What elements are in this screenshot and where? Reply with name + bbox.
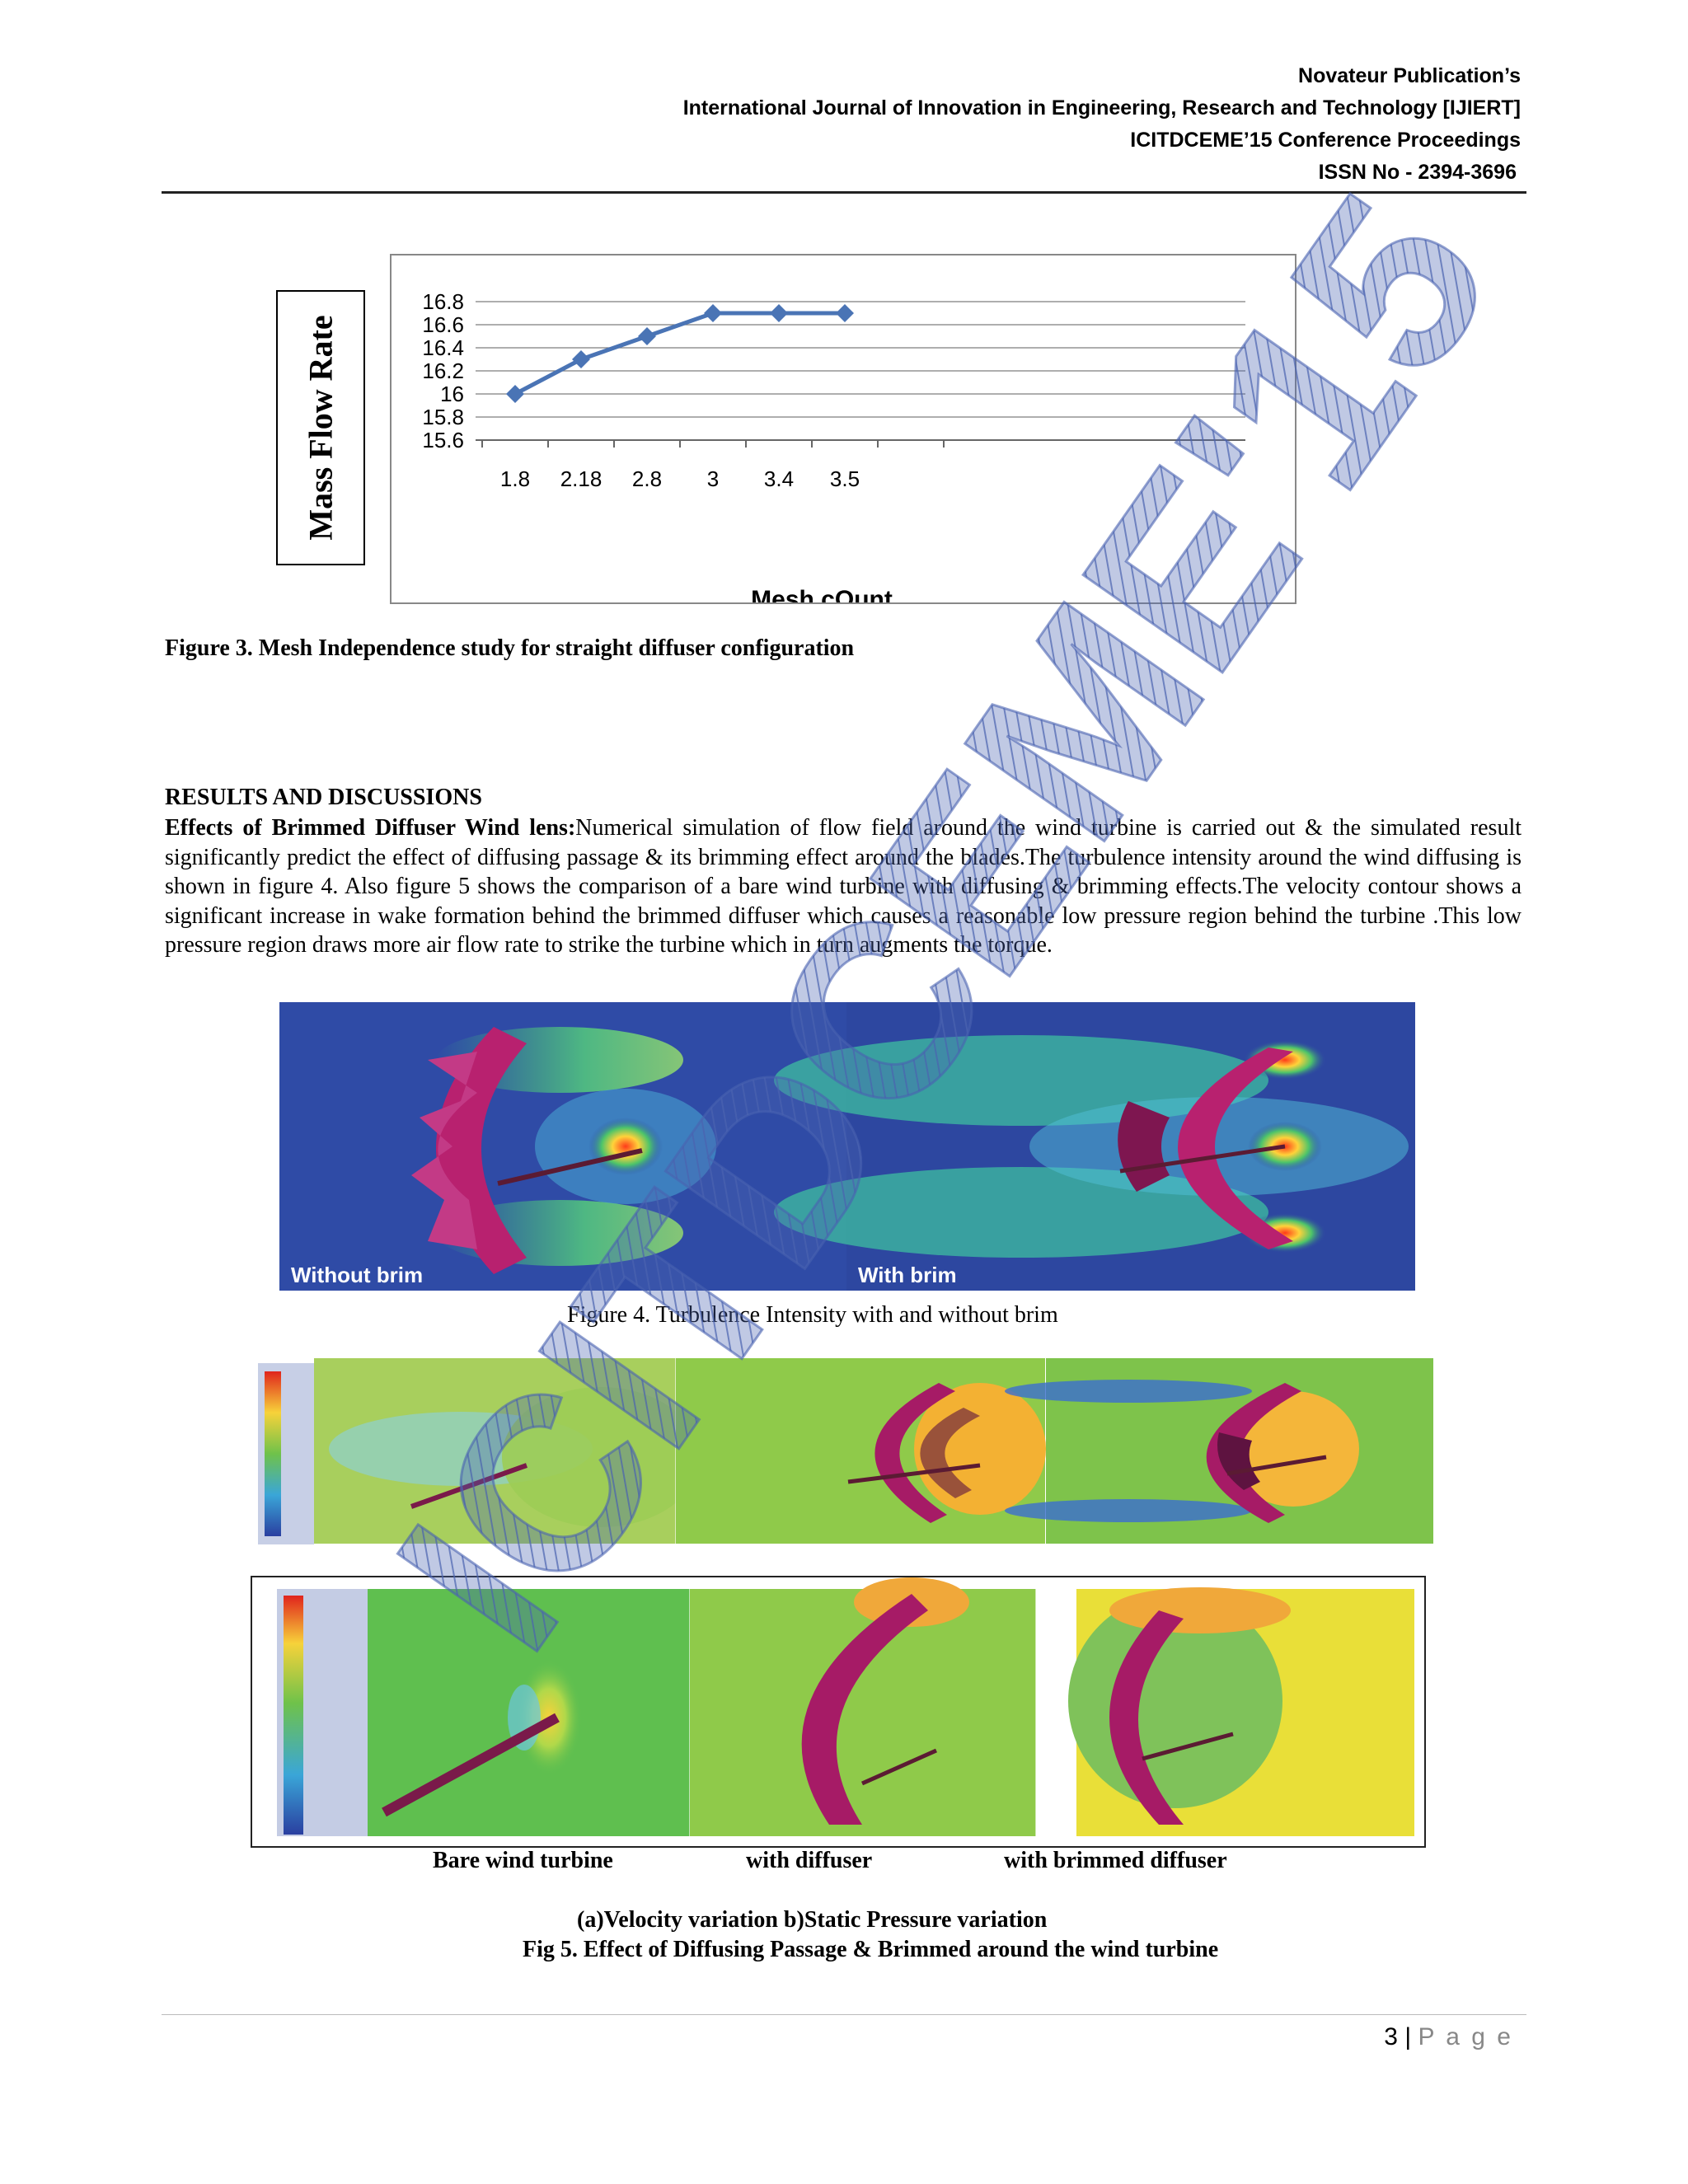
velocity-contour-panels xyxy=(255,1358,1433,1548)
y-tick-label: 15.6 xyxy=(422,428,464,452)
bare-turbine-label: Bare wind turbine xyxy=(433,1848,613,1873)
figure5-subcaption: (a)Velocity variation b)Static Pressure … xyxy=(577,1907,1048,1933)
y-tick-label: 16.2 xyxy=(422,359,464,383)
issn: ISSN No - 2394-3696 xyxy=(1318,161,1517,184)
y-tick-label: 16 xyxy=(440,382,464,406)
chart-series xyxy=(506,304,854,403)
without-brim-label: Without brim xyxy=(291,1263,423,1287)
x-tick-label: 3.5 xyxy=(830,466,860,491)
y-tick-label: 16.4 xyxy=(422,335,464,360)
header-rule xyxy=(162,191,1526,194)
conference-proceedings: ICITDCEME’15 Conference Proceedings xyxy=(1130,129,1521,152)
figure3-caption: Figure 3. Mesh Independence study for st… xyxy=(165,635,855,661)
data-point-marker xyxy=(836,304,854,322)
with-brim-label: With brim xyxy=(858,1263,957,1287)
with-brimmed-diffuser-label: with brimmed diffuser xyxy=(1004,1848,1227,1873)
data-point-marker xyxy=(506,385,524,403)
pressure-contour-panels xyxy=(277,1577,1414,1836)
y-tick-label: 16.6 xyxy=(422,312,464,337)
pressure-contours xyxy=(251,1576,1426,1848)
x-tick-label: 1.8 xyxy=(500,466,530,491)
paragraph-text: Numerical simulation of flow field aroun… xyxy=(165,815,1522,958)
y-tick-label: 15.8 xyxy=(422,405,464,429)
y-tick-label: 16.8 xyxy=(422,289,464,314)
x-axis-label: Mesh cOunt xyxy=(751,586,893,602)
data-point-marker xyxy=(770,304,788,322)
data-point-marker xyxy=(572,350,590,368)
turbulence-contours: Without brim With brim xyxy=(279,1002,1415,1291)
results-paragraph: Effects of Brimmed Diffuser Wind lens:Nu… xyxy=(165,813,1522,960)
mesh-chart: 16.8 16.6 16.4 16.2 16 15.8 15.6 1.8 2.18 2.8 3 3.… xyxy=(390,254,1296,604)
journal-publisher: Novateur Publication’s xyxy=(1298,64,1521,87)
data-point-marker xyxy=(638,327,656,345)
x-tick-label: 2.18 xyxy=(560,466,603,491)
series-line xyxy=(513,311,845,396)
x-tick-label: 3 xyxy=(707,466,719,491)
x-tick-label: 3.4 xyxy=(764,466,794,491)
page-number: 3 xyxy=(1384,2023,1398,2050)
x-tick-label: 2.8 xyxy=(632,466,662,491)
footer-rule xyxy=(162,2014,1526,2015)
data-point-marker xyxy=(704,304,722,322)
chart-gridlines xyxy=(476,301,1245,441)
figure5-caption: Fig 5. Effect of Diffusing Passage & Bri… xyxy=(523,1937,1219,1962)
figure4-caption: Figure 4. Turbulence Intensity with and … xyxy=(567,1302,1058,1328)
velocity-contours xyxy=(255,1358,1433,1548)
page-footer: 3 | P a g e xyxy=(1384,2023,1513,2051)
footer-separator: | xyxy=(1404,2023,1412,2050)
with-diffuser-label: with diffuser xyxy=(746,1848,873,1873)
turbulence-figure: Without brim With brim xyxy=(279,1002,1415,1291)
subheading: Effects of Brimmed Diffuser Wind lens: xyxy=(165,815,576,841)
chart-x-ticks: 1.8 2.18 2.8 3 3.4 3.5 xyxy=(481,440,945,491)
y-axis-label: Mass Flow Rate xyxy=(302,315,340,541)
y-axis-label-box: Mass Flow Rate xyxy=(276,290,365,565)
journal-title: International Journal of Innovation in E… xyxy=(682,96,1521,120)
page-word: P a g e xyxy=(1418,2023,1513,2050)
section-heading: RESULTS AND DISCUSSIONS xyxy=(165,785,482,810)
